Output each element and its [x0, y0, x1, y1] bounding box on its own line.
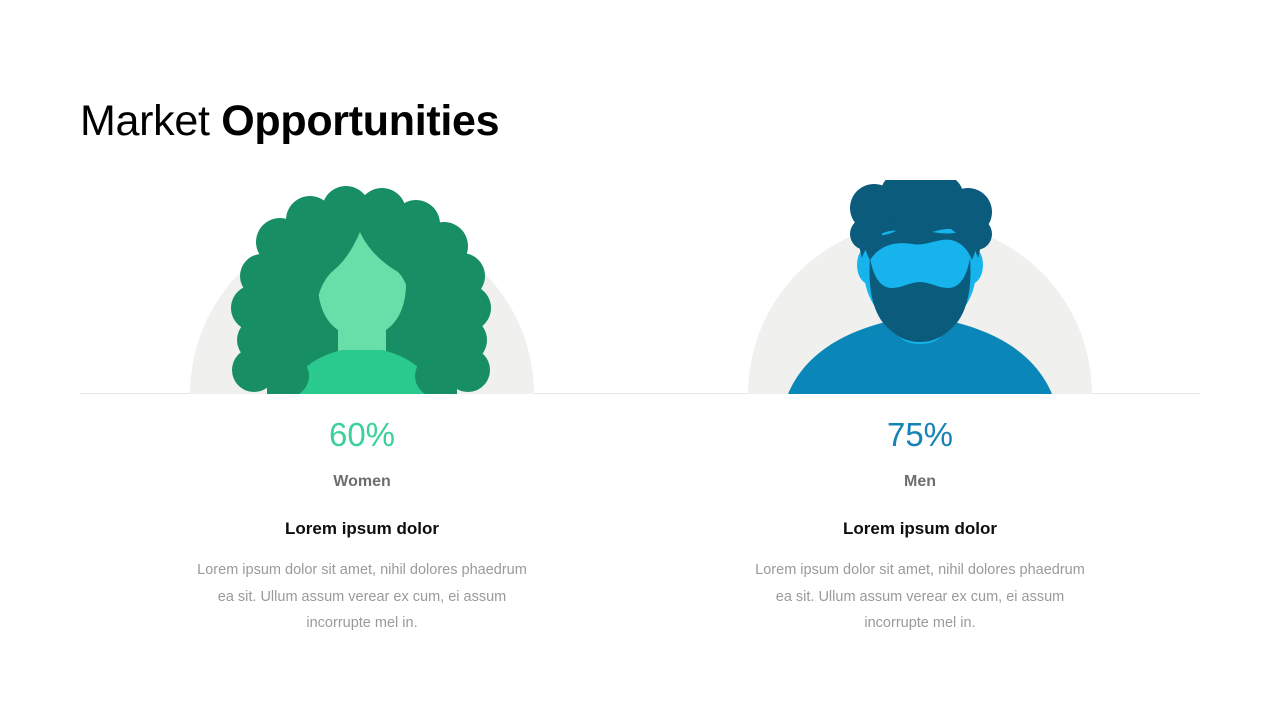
stat-label-men: Men: [904, 473, 936, 490]
page-title-bold: Opportunities: [221, 96, 500, 145]
man-figure-area: [660, 180, 1180, 394]
stat-body-women: Lorem ipsum dolor sit amet, nihil dolore…: [197, 562, 527, 631]
man-shirt: [788, 320, 1052, 394]
horizontal-divider: [80, 393, 1200, 394]
stat-label-women: Women: [333, 473, 391, 490]
woman-shirt: [286, 350, 438, 394]
man-beard: [869, 258, 971, 342]
stat-heading-women: Lorem ipsum dolor: [285, 519, 439, 538]
woman-face: [318, 232, 406, 378]
woman-avatar-icon: [190, 186, 534, 394]
man-avatar-icon: [748, 180, 1092, 394]
woman-hair-tips: [267, 355, 457, 394]
stat-percent-women: 60%: [328, 416, 396, 453]
page-title: Market Opportunities: [80, 96, 500, 146]
stat-column-women: 60% Women Lorem ipsum dolor Lorem ipsum …: [102, 180, 622, 637]
stat-body-men: Lorem ipsum dolor sit amet, nihil dolore…: [755, 562, 1085, 631]
stat-column-men: 75% Men Lorem ipsum dolor Lorem ipsum do…: [660, 180, 1180, 637]
man-hair: [850, 180, 992, 260]
woman-figure-area: [102, 180, 622, 394]
stat-percent-men: 75%: [886, 416, 954, 453]
page-title-light: Market: [80, 96, 222, 145]
stat-heading-men: Lorem ipsum dolor: [843, 519, 997, 538]
